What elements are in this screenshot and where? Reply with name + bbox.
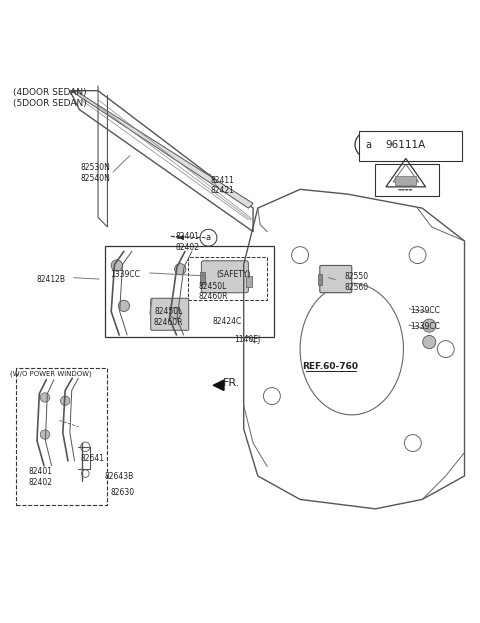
Text: 1339CC: 1339CC xyxy=(110,270,140,279)
Bar xyxy=(201,272,205,284)
Circle shape xyxy=(111,260,122,271)
Text: 1140EJ: 1140EJ xyxy=(234,335,261,344)
Bar xyxy=(396,176,416,184)
FancyBboxPatch shape xyxy=(320,265,352,293)
Circle shape xyxy=(170,307,181,318)
Polygon shape xyxy=(213,380,224,391)
Bar xyxy=(246,276,252,287)
Text: (SAFETY): (SAFETY) xyxy=(216,270,251,279)
Text: 82643B: 82643B xyxy=(105,472,134,482)
Text: 82424C: 82424C xyxy=(213,317,242,326)
Text: 1339CC: 1339CC xyxy=(410,322,440,331)
Text: 82411
82421: 82411 82421 xyxy=(211,176,235,195)
FancyBboxPatch shape xyxy=(151,298,189,330)
Text: 82401
82402: 82401 82402 xyxy=(175,232,199,252)
Text: 82641: 82641 xyxy=(81,454,105,463)
Text: (W/O POWER WINDOW): (W/O POWER WINDOW) xyxy=(10,371,92,378)
Bar xyxy=(318,274,322,285)
Text: 1339CC: 1339CC xyxy=(410,306,440,315)
Text: FR.: FR. xyxy=(223,378,240,388)
Circle shape xyxy=(40,430,49,439)
Text: 82450L
82460R: 82450L 82460R xyxy=(198,282,228,302)
Text: 82550
82560: 82550 82560 xyxy=(345,272,369,292)
Text: a: a xyxy=(365,140,371,150)
Circle shape xyxy=(423,319,436,332)
Text: (5DOOR SEDAN): (5DOOR SEDAN) xyxy=(13,98,87,108)
Circle shape xyxy=(118,300,130,312)
FancyBboxPatch shape xyxy=(375,164,439,196)
Text: a: a xyxy=(206,233,211,242)
Text: 82630: 82630 xyxy=(111,488,135,497)
Circle shape xyxy=(423,335,436,349)
Text: 82450L
82460R: 82450L 82460R xyxy=(154,307,183,327)
Circle shape xyxy=(40,392,49,402)
FancyBboxPatch shape xyxy=(16,368,108,505)
Text: 82412B: 82412B xyxy=(36,275,66,283)
Text: 82401
82402: 82401 82402 xyxy=(29,467,53,487)
FancyBboxPatch shape xyxy=(202,261,248,293)
Text: REF.60-760: REF.60-760 xyxy=(302,363,359,371)
Circle shape xyxy=(175,264,186,275)
Text: 82530N
82540N: 82530N 82540N xyxy=(81,163,110,183)
Text: (4DOOR SEDAN): (4DOOR SEDAN) xyxy=(13,88,87,97)
Text: 96111A: 96111A xyxy=(385,140,426,150)
Text: ▬▬▬▬: ▬▬▬▬ xyxy=(398,188,414,191)
Circle shape xyxy=(60,396,70,406)
FancyBboxPatch shape xyxy=(359,131,462,161)
FancyBboxPatch shape xyxy=(105,245,274,337)
FancyBboxPatch shape xyxy=(188,257,267,300)
Polygon shape xyxy=(72,92,253,208)
